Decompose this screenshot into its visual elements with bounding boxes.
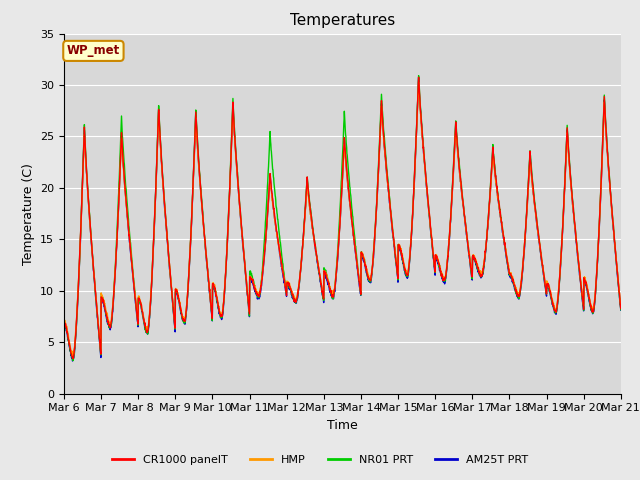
CR1000 panelT xyxy=(568,192,576,198)
AM25T PRT xyxy=(371,236,379,241)
AM25T PRT xyxy=(505,269,513,275)
Title: Temperatures: Temperatures xyxy=(290,13,395,28)
Text: WP_met: WP_met xyxy=(67,44,120,58)
AM25T PRT xyxy=(617,307,625,313)
HMP xyxy=(568,193,576,199)
AM25T PRT xyxy=(359,254,367,260)
CR1000 panelT xyxy=(60,319,68,324)
CR1000 panelT xyxy=(359,252,367,257)
NR01 PRT xyxy=(359,252,367,257)
NR01 PRT xyxy=(216,309,223,315)
CR1000 panelT xyxy=(617,306,625,312)
AM25T PRT xyxy=(68,358,76,364)
NR01 PRT xyxy=(371,233,379,239)
HMP xyxy=(68,353,76,359)
HMP xyxy=(415,79,422,85)
AM25T PRT xyxy=(568,193,576,199)
NR01 PRT xyxy=(584,288,591,293)
HMP xyxy=(60,319,68,324)
AM25T PRT xyxy=(584,290,591,296)
X-axis label: Time: Time xyxy=(327,419,358,432)
Line: HMP: HMP xyxy=(64,82,621,356)
CR1000 panelT xyxy=(70,356,77,361)
AM25T PRT xyxy=(415,75,422,81)
NR01 PRT xyxy=(617,307,625,312)
CR1000 panelT xyxy=(415,74,422,80)
HMP xyxy=(359,251,367,256)
Legend: CR1000 panelT, HMP, NR01 PRT, AM25T PRT: CR1000 panelT, HMP, NR01 PRT, AM25T PRT xyxy=(107,451,533,469)
NR01 PRT xyxy=(60,319,68,325)
HMP xyxy=(505,263,513,268)
CR1000 panelT xyxy=(216,309,223,315)
NR01 PRT xyxy=(69,358,77,363)
HMP xyxy=(617,304,625,310)
AM25T PRT xyxy=(216,310,223,315)
AM25T PRT xyxy=(60,322,68,328)
HMP xyxy=(584,286,591,291)
HMP xyxy=(216,308,223,314)
CR1000 panelT xyxy=(371,232,379,238)
Line: CR1000 panelT: CR1000 panelT xyxy=(64,77,621,359)
Line: NR01 PRT: NR01 PRT xyxy=(64,76,621,360)
NR01 PRT xyxy=(415,73,422,79)
HMP xyxy=(371,233,379,239)
Line: AM25T PRT: AM25T PRT xyxy=(64,78,621,361)
NR01 PRT xyxy=(505,266,513,272)
CR1000 panelT xyxy=(505,266,513,272)
CR1000 panelT xyxy=(584,287,591,292)
Y-axis label: Temperature (C): Temperature (C) xyxy=(22,163,35,264)
NR01 PRT xyxy=(568,192,576,197)
